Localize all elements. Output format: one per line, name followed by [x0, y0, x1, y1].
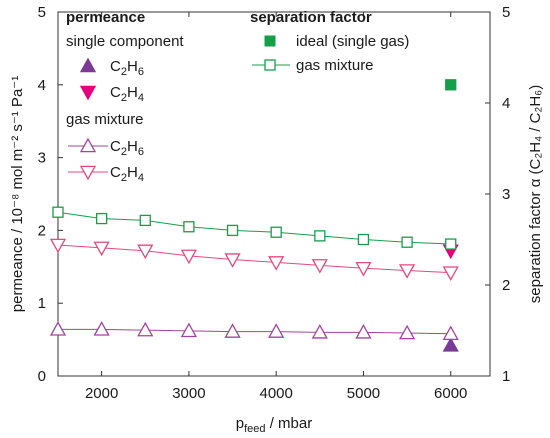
legend-gas-mixture-title: gas mixture	[66, 111, 144, 128]
legend-marker-mix-sep	[264, 59, 276, 71]
legend: permeance single component gas mixture s…	[66, 9, 409, 184]
series-3	[49, 238, 459, 281]
legend-label-c2h6-mix: C2H6	[110, 138, 144, 158]
data-point	[311, 259, 328, 274]
series-line	[58, 328, 451, 335]
data-point	[183, 221, 195, 233]
series-layer	[49, 79, 459, 352]
data-point	[355, 323, 372, 339]
data-point	[224, 323, 241, 338]
data-point	[226, 224, 239, 237]
data-point	[270, 226, 282, 238]
data-point	[137, 244, 154, 260]
data-point	[93, 321, 110, 336]
y-left-tick-label: 3	[38, 150, 46, 167]
series-5	[52, 206, 457, 250]
legend-label-c2h4-mix: C2H4	[110, 164, 144, 184]
data-point	[180, 249, 198, 265]
y-left-tick-label: 5	[38, 4, 46, 21]
x-axis-label: pfeed / mbar	[236, 415, 312, 435]
legend-marker-c2h6-single	[79, 57, 97, 73]
legend-marker-ideal	[264, 35, 276, 47]
data-point	[311, 323, 328, 339]
legend-label-c2h6-single: C2H6	[110, 58, 144, 78]
data-point	[224, 253, 241, 268]
data-point	[401, 236, 413, 248]
data-point	[445, 79, 457, 91]
legend-label-c2h4-single: C2H4	[110, 84, 144, 104]
series-line	[57, 244, 451, 274]
x-tick-label: 4000	[259, 385, 292, 402]
legend-marker-c2h4-mix	[79, 165, 97, 181]
x-tick-label: 3000	[172, 385, 205, 402]
y-right-tick-label: 4	[502, 95, 510, 112]
axes: 2000 3000 4000 5000 6000 0 1 2 3 4 5 1 2 3 4 5 pfeed / m…	[9, 4, 544, 435]
x-tick-label: 5000	[347, 385, 380, 402]
data-point	[49, 321, 67, 336]
y-right-axis-label: separation factor α (C₂H₄ / C₂H₆)	[527, 85, 544, 303]
data-point	[398, 324, 416, 340]
data-point	[398, 264, 416, 279]
legend-gas-mixture-label: gas mixture	[296, 57, 374, 74]
y-right-tick-label: 1	[502, 368, 510, 385]
data-point	[268, 256, 285, 271]
x-tick-label: 2000	[85, 385, 118, 402]
y-right-tick-label: 3	[502, 186, 510, 203]
data-point	[95, 212, 108, 225]
data-point	[442, 325, 459, 341]
y-left-axis-label: permeance / 10⁻⁸ mol m⁻² s⁻¹ Pa⁻¹	[9, 76, 26, 312]
y-right-tick-label: 2	[502, 277, 510, 294]
series-4	[445, 79, 457, 91]
data-point	[445, 238, 457, 250]
y-left-tick-label: 1	[38, 295, 46, 312]
data-point	[180, 322, 198, 338]
series-2	[49, 321, 459, 341]
data-point	[93, 241, 110, 257]
data-point	[49, 238, 67, 254]
data-point	[268, 323, 285, 338]
y-left-tick-label: 2	[38, 222, 46, 239]
data-point	[357, 233, 370, 246]
data-point	[52, 206, 64, 218]
legend-separation-title: separation factor	[250, 9, 372, 26]
data-point	[442, 337, 459, 352]
legend-marker-c2h6-mix	[79, 137, 97, 153]
data-point	[139, 214, 151, 227]
data-point	[314, 230, 326, 242]
y-left-tick-label: 4	[38, 77, 46, 94]
data-point	[137, 321, 154, 337]
data-point	[442, 266, 459, 281]
series-line	[57, 211, 451, 245]
series-0	[442, 337, 459, 352]
legend-ideal-label: ideal (single gas)	[296, 33, 409, 50]
legend-marker-c2h4-single	[79, 85, 97, 101]
legend-permeance-title: permeance	[66, 9, 145, 26]
legend-single-component-title: single component	[66, 33, 184, 50]
y-left-tick-label: 0	[38, 368, 46, 385]
data-point	[355, 262, 372, 277]
x-tick-label: 6000	[434, 385, 467, 402]
y-right-tick-label: 5	[502, 4, 510, 21]
